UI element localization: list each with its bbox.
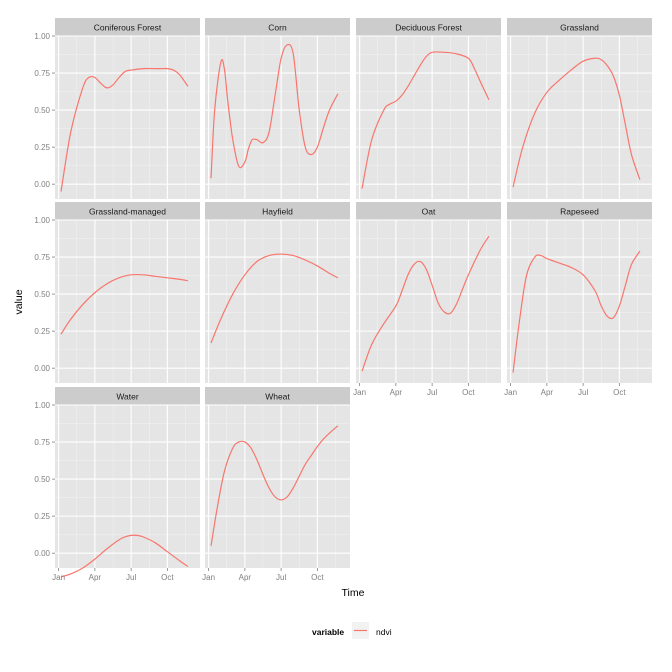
plot-background <box>356 220 501 383</box>
plot-background <box>55 36 200 199</box>
y-tick-label: 0.25 <box>34 512 50 521</box>
series-line-ndvi <box>210 425 339 546</box>
facet-strip-title: Grassland <box>560 23 599 33</box>
facet-plot-area <box>356 219 501 383</box>
facet-panel-corn: Corn <box>205 18 350 199</box>
facet-panel-water: Water <box>55 387 200 578</box>
facet-strip-title: Coniferous Forest <box>94 23 162 33</box>
x-tick-label: Jan <box>504 388 517 397</box>
legend: variable ndvi <box>312 622 392 639</box>
facet-panel-grassland: Grassland <box>507 18 652 199</box>
facet-plot-area <box>356 35 501 199</box>
facet-strip-title: Wheat <box>265 392 290 402</box>
facet-panel-wheat: Wheat <box>205 387 350 568</box>
facet-plot-area <box>507 219 652 383</box>
y-tick-label: 0.00 <box>34 364 50 373</box>
series-line-ndvi <box>60 67 189 192</box>
facet-strip <box>507 202 652 220</box>
facet-panel-coniferous-forest: Coniferous Forest <box>55 18 200 199</box>
y-tick-label: 1.00 <box>34 32 50 41</box>
x-axis-title: Time <box>342 587 365 599</box>
facet-plot-area <box>205 35 350 199</box>
facet-plot-area <box>507 35 652 199</box>
x-tick-label: Jan <box>202 573 215 582</box>
facet-strip-title: Oat <box>422 207 436 217</box>
x-tick-label: Apr <box>541 388 554 397</box>
y-tick-label: 1.00 <box>34 216 50 225</box>
x-tick-label: Jul <box>126 573 136 582</box>
series-line-ndvi <box>361 235 490 372</box>
x-tick-label: Jul <box>578 388 588 397</box>
facet-plot-area <box>55 404 200 578</box>
facet-panel-rapeseed: Rapeseed <box>507 202 652 383</box>
facet-strip <box>205 387 350 405</box>
facet-strip <box>507 18 652 36</box>
x-tick-label: Apr <box>390 388 403 397</box>
facet-strip-title: Rapeseed <box>560 207 599 217</box>
facet-strip <box>356 18 501 36</box>
facet-strip-title: Corn <box>268 23 287 33</box>
y-tick-label: 0.75 <box>34 438 50 447</box>
facet-strip <box>205 202 350 220</box>
facet-panel-grassland-managed: Grassland-managed <box>55 202 200 383</box>
plot-background <box>205 405 350 568</box>
x-tick-label: Oct <box>161 573 174 582</box>
plot-background <box>507 220 652 383</box>
plot-background <box>55 220 200 383</box>
y-tick-label: 0.50 <box>34 290 50 299</box>
facet-panel-oat: Oat <box>356 202 501 383</box>
facet-strip <box>55 18 200 36</box>
x-tick-label: Oct <box>462 388 475 397</box>
series-line-ndvi <box>361 51 490 189</box>
series-line-ndvi <box>60 273 189 335</box>
y-tick-label: 0.25 <box>34 143 50 152</box>
x-tick-label: Apr <box>89 573 102 582</box>
series-line-ndvi <box>210 253 339 344</box>
y-axis-ticks: 0.00 0.25 0.50 0.75 1.00 0.00 0.25 0.50 0.75 1.00… <box>34 32 55 558</box>
x-tick-label: Oct <box>311 573 324 582</box>
x-tick-label: Apr <box>239 573 252 582</box>
facet-strip-title: Water <box>116 392 139 402</box>
facet-strip <box>55 202 200 220</box>
y-tick-label: 1.00 <box>34 401 50 410</box>
x-axis-ticks: Jan Apr Jul Oct Jan Apr Jul Oct Jan Apr Jul Oct Jan A… <box>52 383 626 582</box>
x-tick-label: Jan <box>52 573 65 582</box>
x-tick-label: Jul <box>427 388 437 397</box>
facet-panel-deciduous-forest: Deciduous Forest <box>356 18 501 199</box>
x-tick-label: Jul <box>276 573 286 582</box>
series-line-ndvi <box>60 534 189 578</box>
facet-panel-hayfield: Hayfield <box>205 202 350 383</box>
y-tick-label: 0.50 <box>34 475 50 484</box>
series-line-ndvi <box>512 250 641 373</box>
facet-plot-area <box>55 35 200 199</box>
facet-strip-title: Hayfield <box>262 207 293 217</box>
legend-label-ndvi: ndvi <box>376 627 392 637</box>
y-axis-title: value <box>13 289 25 314</box>
facet-strip-title: Grassland-managed <box>89 207 166 217</box>
facet-strip <box>205 18 350 36</box>
y-tick-label: 0.50 <box>34 106 50 115</box>
plot-background <box>55 405 200 568</box>
facet-plot-area <box>205 219 350 383</box>
series-line-ndvi <box>210 43 339 179</box>
y-tick-label: 0.00 <box>34 180 50 189</box>
x-tick-label: Jan <box>353 388 366 397</box>
series-line-ndvi <box>512 57 641 188</box>
legend-title: variable <box>312 627 344 637</box>
x-tick-label: Oct <box>613 388 626 397</box>
y-tick-label: 0.00 <box>34 549 50 558</box>
y-tick-label: 0.75 <box>34 69 50 78</box>
facet-plot-area <box>55 219 200 383</box>
facet-strip-title: Deciduous Forest <box>395 23 462 33</box>
facet-strip <box>55 387 200 405</box>
y-tick-label: 0.25 <box>34 327 50 336</box>
y-tick-label: 0.75 <box>34 253 50 262</box>
facet-strip <box>356 202 501 220</box>
facet-plot-area <box>205 404 350 568</box>
facet-panels: Coniferous Forest Corn Deciduous Forest Gra… <box>55 18 652 578</box>
